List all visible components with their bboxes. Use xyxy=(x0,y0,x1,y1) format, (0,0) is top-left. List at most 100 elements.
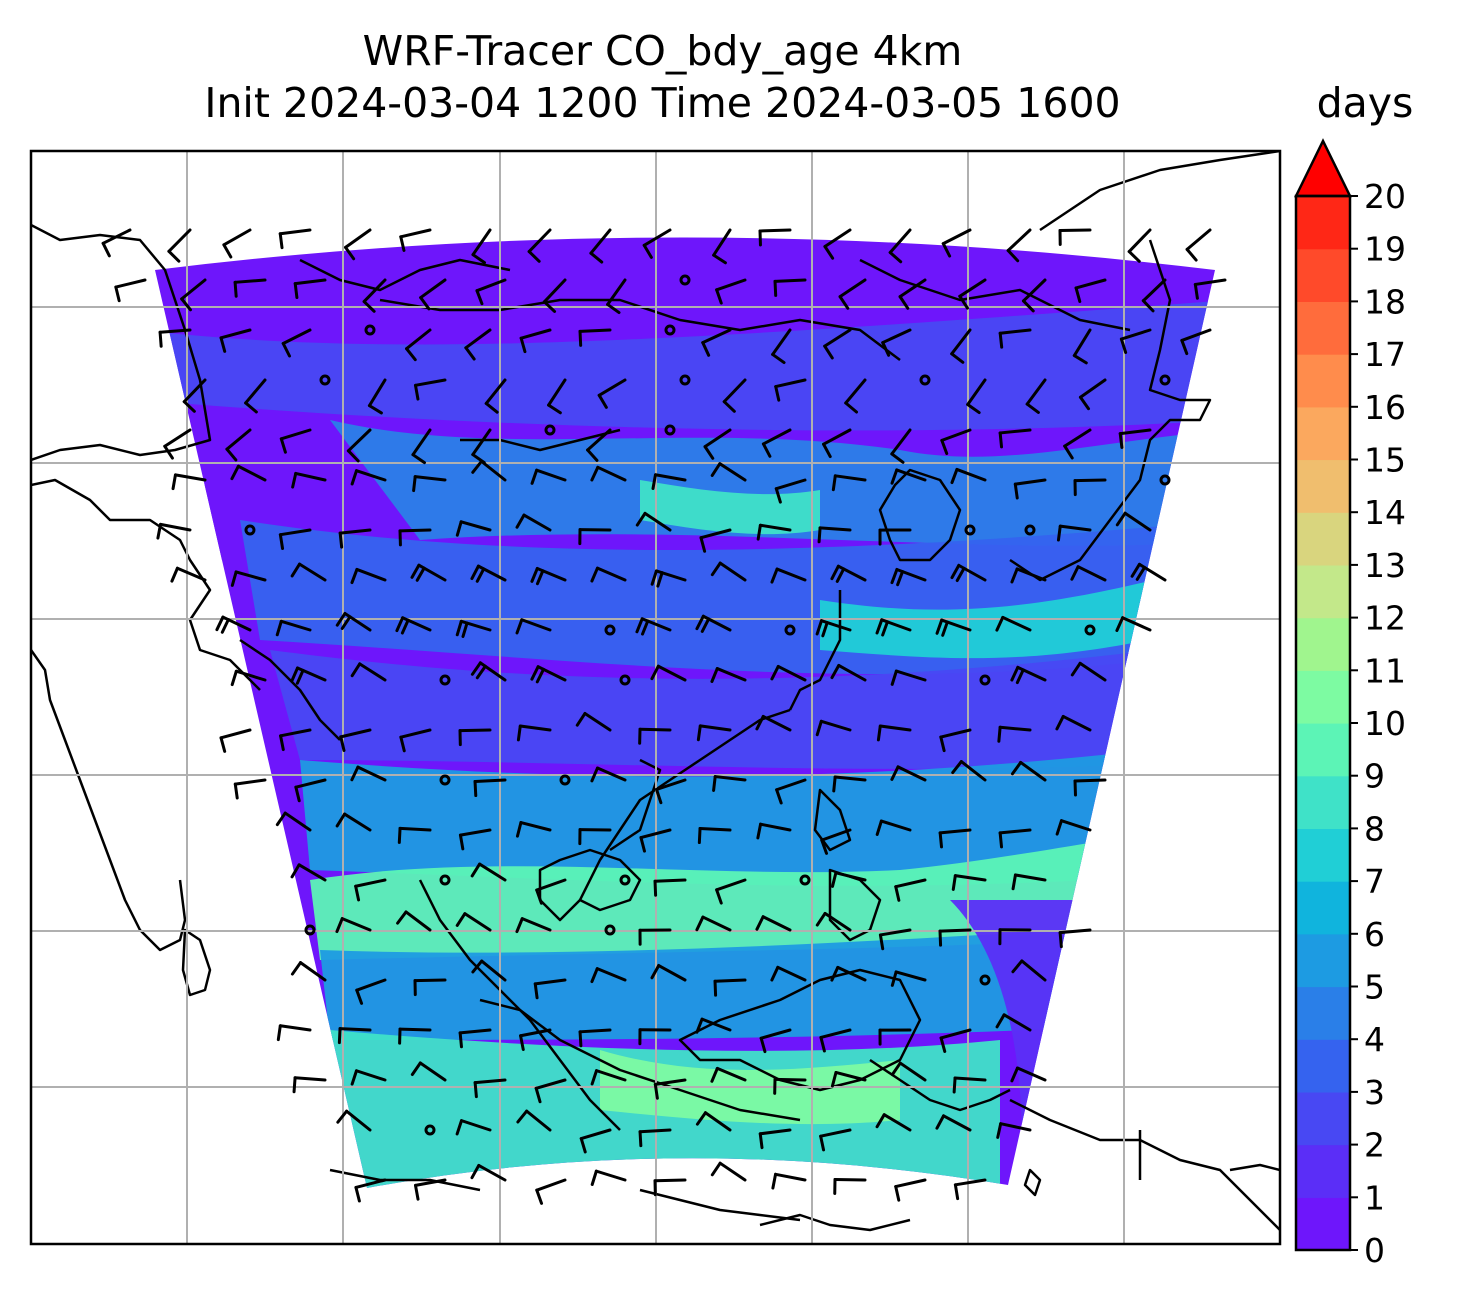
wind-barb xyxy=(775,778,807,805)
coastline xyxy=(239,638,341,741)
wind-barb xyxy=(1074,278,1107,303)
wind-barb xyxy=(653,1178,687,1197)
wind-barb xyxy=(419,278,447,311)
coastline xyxy=(639,1188,801,1222)
wind-barb xyxy=(350,469,387,486)
colorbar-tick-label: 3 xyxy=(1364,1073,1385,1112)
wind-barb xyxy=(1073,778,1107,797)
calm-wind-marker xyxy=(619,674,631,686)
wind-barb xyxy=(701,328,732,357)
wind-barb xyxy=(533,978,567,1000)
wind-barb xyxy=(225,428,252,462)
colorbar-tick-label: 15 xyxy=(1364,441,1406,480)
calm-wind-marker xyxy=(919,374,931,386)
field-contour-band xyxy=(640,480,820,535)
calm-wind-marker xyxy=(664,424,676,436)
coastline xyxy=(1009,239,1212,582)
wind-barb xyxy=(1010,760,1047,782)
wind-barb xyxy=(995,1013,1032,1032)
wind-barb xyxy=(458,728,492,747)
wind-barb xyxy=(951,874,987,891)
wind-barb xyxy=(294,778,327,803)
wind-barb xyxy=(233,778,267,800)
wind-barb xyxy=(894,878,927,902)
colorbar-tick-label: 2 xyxy=(1364,1126,1385,1165)
wind-barb xyxy=(354,878,387,902)
wind-barb xyxy=(831,474,867,492)
colorbar-segment xyxy=(1296,617,1350,671)
wind-barb xyxy=(695,1017,732,1034)
wind-barb xyxy=(823,228,852,260)
wind-barb xyxy=(712,228,732,265)
wind-barb xyxy=(590,566,627,583)
wind-barb xyxy=(464,328,492,361)
wind-barb xyxy=(1118,428,1152,449)
wind-barb xyxy=(590,967,627,984)
colorbar-tick-label: 6 xyxy=(1364,915,1385,954)
wind-barb xyxy=(219,728,252,753)
wind-barb xyxy=(484,378,507,414)
wind-barb xyxy=(335,812,372,832)
wind-barb xyxy=(938,928,972,947)
wind-barb xyxy=(770,664,807,682)
wind-barb xyxy=(293,278,327,300)
wind-barb xyxy=(756,523,792,541)
wind-barb xyxy=(1070,661,1107,682)
wind-barb xyxy=(281,328,312,358)
wind-barb xyxy=(399,728,432,753)
wind-barb xyxy=(1078,378,1107,411)
wind-barb xyxy=(1115,511,1152,532)
colorbar-tick-label: 1 xyxy=(1364,1178,1385,1217)
colorbar-segment xyxy=(1296,1039,1350,1093)
wind-barb xyxy=(230,570,267,587)
wind-barb xyxy=(455,619,492,639)
wind-barb xyxy=(710,561,747,582)
colorbar-segment xyxy=(1296,1197,1350,1251)
wind-barb xyxy=(890,468,927,485)
wind-barb xyxy=(519,1028,552,1052)
wind-barb xyxy=(998,828,1032,849)
calm-wind-marker xyxy=(619,874,631,886)
wind-barb xyxy=(344,228,372,261)
coastline xyxy=(1229,1163,1280,1172)
wind-barb xyxy=(771,328,792,365)
coastline xyxy=(479,998,801,1122)
wind-barb xyxy=(171,473,207,491)
colorbar-segment xyxy=(1296,1144,1350,1198)
wind-barb xyxy=(950,467,987,485)
wind-barb xyxy=(350,1069,387,1086)
wind-barb xyxy=(1141,278,1167,313)
wind-barb xyxy=(822,428,852,459)
wind-barb xyxy=(338,528,372,549)
wind-barb xyxy=(519,328,552,354)
wind-barb xyxy=(638,727,672,745)
colorbar-segment xyxy=(1296,196,1350,250)
wind-barb xyxy=(471,228,492,265)
wind-barb xyxy=(1119,328,1152,354)
wind-barb xyxy=(412,475,447,493)
wind-barb xyxy=(819,1028,852,1053)
wind-barb xyxy=(222,228,252,259)
wind-barb xyxy=(278,528,312,551)
wind-barb xyxy=(230,669,267,687)
wind-barb xyxy=(890,970,927,987)
wind-barb xyxy=(515,917,552,934)
wind-barb xyxy=(515,618,552,635)
coastline xyxy=(379,298,901,361)
field-contour-band xyxy=(300,740,1215,886)
wind-barb xyxy=(1193,278,1227,300)
colorbar-segment xyxy=(1296,248,1350,302)
wind-barb xyxy=(339,728,372,752)
wind-barb xyxy=(1010,567,1047,584)
wind-barb xyxy=(290,961,327,982)
wind-barb xyxy=(515,513,552,532)
wind-barb xyxy=(350,662,387,682)
wind-barb xyxy=(758,1128,792,1150)
calm-wind-marker xyxy=(544,424,556,436)
wind-barb xyxy=(844,378,867,414)
colorbar-segment xyxy=(1296,564,1350,619)
wind-barb xyxy=(710,1161,747,1182)
calm-wind-marker xyxy=(439,874,451,886)
wind-barb xyxy=(650,964,687,982)
